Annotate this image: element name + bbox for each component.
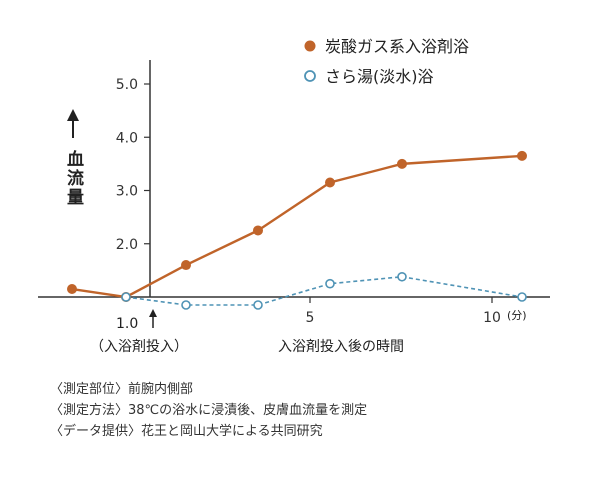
x-tick-label: 10 (483, 310, 501, 326)
series-2-point (397, 271, 407, 282)
y-axis-label: 血流量 (63, 149, 84, 207)
legend-marker-series-1 (304, 40, 316, 52)
series-1-point (517, 150, 527, 161)
series-1-point (181, 260, 191, 271)
y-ticks: 2.0 3.0 4.0 5.0 (116, 77, 150, 253)
y-tick-label: 4.0 (116, 130, 138, 146)
legend: 炭酸ガス系入浴剤浴 さら湯(淡水)浴 (304, 37, 469, 86)
x-axis-unit: (分) (507, 309, 527, 322)
series-1-point (397, 158, 407, 169)
x-marker-arrow (149, 309, 157, 328)
x-marker-caption: （入浴剤投入） (90, 339, 188, 355)
series-line-1 (71, 154, 523, 299)
series-1-point (67, 284, 77, 295)
x-axis-label: 入浴剤投入後の時間 (278, 339, 404, 355)
note-measurement-method: 〈測定方法〉38℃の浴水に浸漬後、皮膚血流量を測定 (50, 402, 367, 418)
series-2-point (253, 300, 263, 310)
x-marker-label: 1.0 (116, 316, 138, 332)
legend-label-series-1: 炭酸ガス系入浴剤浴 (325, 37, 469, 56)
y-tick-label: 5.0 (116, 77, 138, 93)
series-2-point (121, 292, 131, 302)
y-tick-label: 2.0 (116, 237, 138, 253)
note-measurement-site: 〈測定部位〉前腕内側部 (50, 381, 193, 397)
series-line-2 (125, 275, 523, 306)
series-2-point (325, 278, 335, 289)
series-layer (67, 150, 527, 310)
series-2-point (517, 292, 527, 302)
y-axis-label-group: 血流量 (63, 109, 84, 207)
x-tick-label: 5 (306, 310, 315, 326)
series-1-point (253, 225, 263, 236)
x-ticks: 5 10 (306, 297, 501, 326)
series-1-point (325, 177, 335, 188)
legend-marker-series-2 (304, 70, 316, 82)
y-axis-arrow-head (67, 109, 79, 121)
y-tick-label: 3.0 (116, 184, 138, 200)
legend-label-series-2: さら湯(淡水)浴 (325, 67, 434, 86)
series-2-point (181, 300, 191, 310)
note-data-source: 〈データ提供〉花王と岡山大学による共同研究 (50, 423, 323, 439)
